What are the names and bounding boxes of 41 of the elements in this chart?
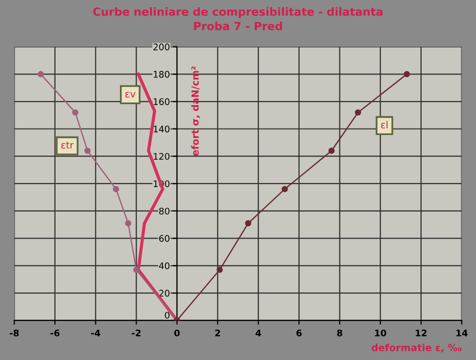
x-tick-label: 6 bbox=[296, 330, 302, 336]
x-tick-label: 12 bbox=[416, 330, 427, 336]
x-tick-label: 0 bbox=[174, 330, 180, 336]
y-tick-label: 140 bbox=[154, 126, 170, 132]
y-tick-label: 180 bbox=[154, 70, 170, 78]
point bbox=[84, 148, 91, 154]
x-tick-label: 14 bbox=[456, 330, 468, 336]
y-tick-label: 60 bbox=[159, 235, 170, 242]
point bbox=[133, 266, 140, 273]
x-tick-label: -8 bbox=[10, 330, 19, 336]
x-tick-label: -6 bbox=[50, 330, 60, 336]
y-tick-label: 160 bbox=[154, 98, 170, 106]
x-tick-label: -4 bbox=[91, 330, 100, 336]
series-label: εv bbox=[125, 92, 136, 98]
point bbox=[404, 71, 410, 78]
y-tick-label: 20 bbox=[159, 290, 170, 297]
point bbox=[245, 220, 252, 226]
chart-subtitle: Proba 7 - Pred bbox=[194, 22, 282, 30]
point bbox=[72, 109, 78, 116]
point bbox=[328, 148, 335, 154]
series-label: εtr bbox=[61, 142, 74, 149]
x-tick-label: 2 bbox=[215, 330, 220, 336]
y-tick-label: 0 bbox=[164, 312, 170, 319]
point bbox=[216, 266, 223, 273]
y-tick-label: 40 bbox=[158, 262, 170, 270]
x-tick-label: -2 bbox=[132, 330, 141, 336]
y-tick-label: 80 bbox=[159, 208, 170, 215]
point bbox=[112, 186, 120, 192]
point bbox=[282, 186, 288, 192]
point bbox=[125, 220, 132, 226]
chart-title: Curbe neliniare de compresibilitate - dilatanta bbox=[93, 7, 382, 18]
y-axis-title: efort σ, daN/cm² bbox=[191, 66, 200, 156]
x-tick-label: 4 bbox=[256, 330, 262, 336]
x-tick-label: 8 bbox=[337, 330, 342, 336]
y-tick-label: 200 bbox=[153, 44, 170, 50]
x-axis-title: deformatie ε, ‰ bbox=[372, 344, 462, 352]
x-tick-label: 10 bbox=[375, 330, 386, 336]
y-tick-label: 120 bbox=[154, 152, 170, 160]
point bbox=[38, 71, 44, 78]
text: εl bbox=[381, 120, 388, 128]
point bbox=[354, 109, 362, 116]
